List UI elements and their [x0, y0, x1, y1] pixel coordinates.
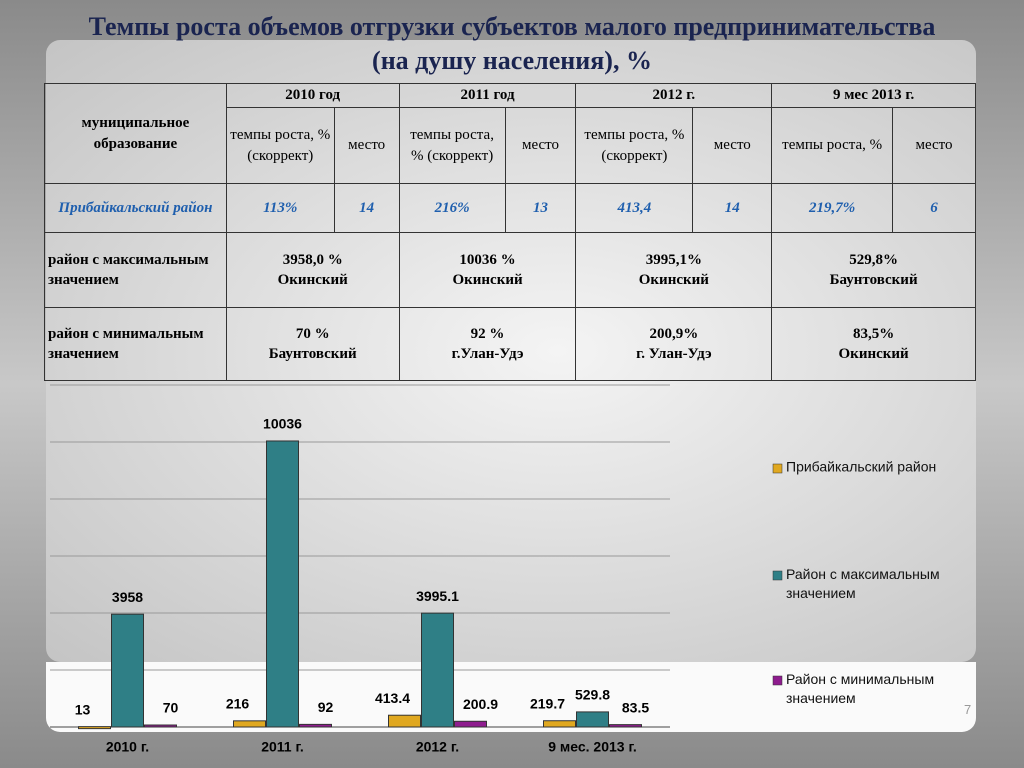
legend-label: Прибайкальский район: [786, 459, 936, 475]
bar: [421, 612, 454, 728]
year: 2010 год: [225, 83, 400, 108]
subheader: место: [692, 107, 773, 184]
bar: [233, 720, 266, 728]
value-label: 92: [318, 699, 334, 715]
value-label: 200.9: [463, 696, 498, 712]
bar: [144, 724, 177, 728]
cell-line: Баунтовский: [829, 272, 918, 288]
cell-line: Окинский: [838, 346, 909, 362]
value-label: 413.4: [375, 690, 410, 706]
legend-swatch: [772, 570, 783, 581]
x-tick-label: 2012 г.: [416, 739, 459, 755]
x-tick-label: 9 мес. 2013 г.: [548, 739, 637, 755]
subheader: темпы роста, % (скоррект): [575, 107, 694, 184]
bar: [576, 711, 609, 728]
cell-line: 3995,1%: [645, 251, 702, 268]
value-label: 216: [226, 696, 250, 712]
table: муниципальное образование 2010 год 2011 го…: [44, 83, 976, 381]
value-label: 70: [163, 700, 179, 716]
cell-line: 529,8%: [849, 251, 898, 268]
x-tick-label: 2011 г.: [261, 739, 304, 755]
value-label: 10036: [263, 416, 302, 432]
x-tick-label: 2010 г.: [106, 739, 149, 755]
cell: 413,4: [575, 183, 694, 233]
subheader: темпы роста, %: [771, 107, 894, 184]
row: район с минимальным значением 70 % Баунтов…: [44, 307, 976, 381]
row-label: район с максимальным значением: [44, 232, 227, 308]
cell: 6: [892, 183, 976, 233]
bar: [78, 726, 111, 730]
subheader-row: темпы роста, % (скоррект) место темпы рост…: [45, 107, 976, 184]
row-label: район с минимальным значением: [44, 307, 227, 381]
subheader: место: [504, 107, 577, 184]
cell: 10036 % Окинский: [398, 232, 577, 308]
legend-label: Район с максимальным значением: [786, 566, 940, 601]
bar: [388, 714, 421, 728]
cell-line: 83,5%: [852, 325, 895, 342]
cell: 3995,1% Окинский: [575, 232, 773, 308]
subheader: темпы роста, % (скоррект): [398, 107, 506, 184]
bar: [454, 720, 487, 728]
legend-label: Район с минимальным значением: [786, 671, 934, 706]
title: Темпы роста объемов отгрузки субъектов м…: [88, 12, 936, 41]
year: 9 мес 2013 г.: [771, 83, 976, 108]
bar: [299, 723, 332, 728]
value-label: 529.8: [575, 687, 610, 703]
legend-swatch: [772, 463, 783, 474]
cell: 529,8% Баунтовский: [771, 232, 976, 308]
subheader: темпы роста, % (скоррект): [225, 107, 335, 184]
row: Прибайкальский район 113% 14 216% 13 413,4 14 2…: [44, 183, 976, 233]
cell-line: г. Улан-Удэ: [636, 346, 712, 362]
row-label: Прибайкальский район: [44, 183, 227, 233]
value-label: 83.5: [622, 699, 649, 715]
cell: 83,5% Окинский: [771, 307, 976, 381]
subheader: место: [892, 107, 976, 184]
cell-line: 70 %: [295, 325, 330, 342]
cell: 92 % г.Улан-Удэ: [398, 307, 577, 381]
value-label: 219.7: [530, 695, 565, 711]
chart-background: [46, 662, 976, 732]
row: район с максимальным значением 3958,0 % Ок…: [44, 232, 976, 308]
bar: [111, 613, 144, 728]
page-number: 7: [964, 702, 972, 717]
cell-line: 200,9%: [649, 325, 699, 342]
cell: 70 % Баунтовский: [225, 307, 400, 381]
value-label: 13: [75, 701, 91, 717]
cell-line: Окинский: [277, 272, 348, 288]
bar: [266, 440, 299, 728]
cell-line: Баунтовский: [268, 346, 357, 362]
cell: 200,9% г. Улан-Удэ: [575, 307, 773, 381]
cell-line: г.Улан-Удэ: [451, 346, 524, 362]
title: (на душу населения), %: [372, 46, 652, 75]
bar: [609, 724, 642, 728]
cell-line: Окинский: [638, 272, 709, 288]
legend-swatch: [772, 675, 783, 686]
bar: [543, 720, 576, 728]
value-label: 3958: [112, 589, 143, 605]
cell: 3958,0 % Окинский: [225, 232, 400, 308]
cell-line: 92 %: [470, 325, 505, 342]
cell-line: 3958,0 %: [282, 251, 343, 268]
cell: 14: [692, 183, 773, 233]
subheader: место: [333, 107, 400, 184]
cell-line: 10036 %: [459, 251, 516, 268]
cell-line: Окинский: [452, 272, 523, 288]
value-label: 3995.1: [416, 588, 459, 604]
cell: 219,7%: [771, 183, 894, 233]
cell: 216%: [398, 183, 506, 233]
